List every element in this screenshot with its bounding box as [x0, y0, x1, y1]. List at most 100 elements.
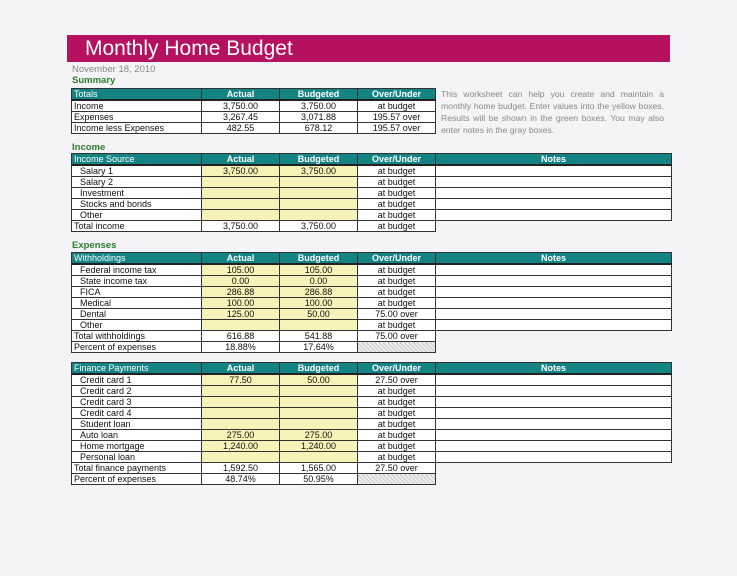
- summary-label: Summary: [72, 75, 116, 86]
- table-row: Salary 1 3,750.00 3,750.00 at budget: [71, 164, 672, 177]
- value-cell: 18.88%: [201, 341, 280, 353]
- notes-cell[interactable]: [435, 308, 672, 320]
- input-cell[interactable]: [279, 396, 358, 408]
- value-cell: at budget: [357, 164, 436, 177]
- notes-cell[interactable]: [435, 286, 672, 298]
- row-label: Expenses: [71, 111, 202, 123]
- table-row: Credit card 1 77.50 50.00 27.50 over: [71, 373, 672, 386]
- input-cell[interactable]: 275.00: [201, 429, 280, 441]
- input-cell[interactable]: [201, 176, 280, 188]
- input-cell[interactable]: 125.00: [201, 308, 280, 320]
- input-cell[interactable]: [279, 176, 358, 188]
- input-cell[interactable]: [201, 418, 280, 430]
- notes-cell[interactable]: [435, 373, 672, 386]
- column-header: Finance Payments: [71, 362, 202, 375]
- input-cell[interactable]: [201, 198, 280, 210]
- input-cell[interactable]: [201, 187, 280, 199]
- input-cell[interactable]: [279, 209, 358, 221]
- input-cell[interactable]: 100.00: [201, 297, 280, 309]
- page-title: Monthly Home Budget: [67, 35, 670, 62]
- input-cell[interactable]: 3,750.00: [279, 164, 358, 177]
- input-cell[interactable]: 286.88: [279, 286, 358, 298]
- input-cell[interactable]: 1,240.00: [201, 440, 280, 452]
- input-cell[interactable]: 0.00: [279, 275, 358, 287]
- header-row: Withholdings Actual Budgeted Over/Under Note…: [71, 252, 672, 265]
- table-row: Salary 2 at budget: [71, 176, 672, 188]
- value-cell: at budget: [357, 209, 436, 221]
- input-cell[interactable]: 286.88: [201, 286, 280, 298]
- input-cell[interactable]: [279, 418, 358, 430]
- notes-cell[interactable]: [435, 198, 672, 210]
- input-cell[interactable]: 105.00: [279, 263, 358, 276]
- table-row: Expenses 3,267.45 3,071.88 195.57 over: [71, 111, 436, 123]
- total-row: Total finance payments 1,592.50 1,565.00 27…: [71, 462, 672, 474]
- input-cell[interactable]: [201, 319, 280, 331]
- input-cell[interactable]: 0.00: [201, 275, 280, 287]
- value-cell: 3,750.00: [279, 220, 358, 232]
- notes-cell[interactable]: [435, 164, 672, 177]
- table-row: Stocks and bonds at budget: [71, 198, 672, 210]
- input-cell[interactable]: 3,750.00: [201, 164, 280, 177]
- input-cell[interactable]: 50.00: [279, 308, 358, 320]
- input-cell[interactable]: [279, 385, 358, 397]
- value-cell: 27.50 over: [357, 462, 436, 474]
- input-cell[interactable]: 105.00: [201, 263, 280, 276]
- column-header: Notes: [435, 362, 672, 375]
- notes-cell[interactable]: [435, 385, 672, 397]
- notes-cell[interactable]: [435, 187, 672, 199]
- finance-table: Finance Payments Actual Budgeted Over/Under…: [71, 362, 672, 485]
- row-label: Medical: [71, 297, 202, 309]
- value-cell: 75.00 over: [357, 330, 436, 342]
- input-cell[interactable]: 1,240.00: [279, 440, 358, 452]
- value-cell: 48.74%: [201, 473, 280, 485]
- input-cell[interactable]: [201, 451, 280, 463]
- total-row: Total withholdings 616.88 541.88 75.00 over: [71, 330, 672, 342]
- value-cell: 195.57 over: [357, 122, 436, 134]
- table-row: Personal loan at budget: [71, 451, 672, 463]
- notes-cell[interactable]: [435, 396, 672, 408]
- row-label: Salary 2: [71, 176, 202, 188]
- row-label: Other: [71, 319, 202, 331]
- row-label: FICA: [71, 286, 202, 298]
- notes-cell[interactable]: [435, 319, 672, 331]
- input-cell[interactable]: [279, 187, 358, 199]
- blank-cell: [357, 341, 436, 353]
- input-cell[interactable]: [201, 407, 280, 419]
- column-header: Actual: [201, 88, 280, 101]
- table-row: Income 3,750.00 3,750.00 at budget: [71, 99, 436, 112]
- row-label: Credit card 1: [71, 373, 202, 386]
- input-cell[interactable]: [201, 396, 280, 408]
- description: This worksheet can help you create and m…: [441, 89, 664, 135]
- input-cell[interactable]: 50.00: [279, 373, 358, 386]
- notes-cell[interactable]: [435, 209, 672, 221]
- notes-cell[interactable]: [435, 176, 672, 188]
- notes-cell[interactable]: [435, 297, 672, 309]
- table-row: Auto loan 275.00 275.00 at budget: [71, 429, 672, 441]
- percent-row: Percent of expenses 48.74% 50.95%: [71, 473, 672, 485]
- notes-cell[interactable]: [435, 418, 672, 430]
- input-cell[interactable]: [201, 385, 280, 397]
- input-cell[interactable]: 275.00: [279, 429, 358, 441]
- column-header: Actual: [201, 252, 280, 265]
- value-cell: 1,565.00: [279, 462, 358, 474]
- notes-cell[interactable]: [435, 440, 672, 452]
- row-label: Credit card 2: [71, 385, 202, 397]
- row-label: Stocks and bonds: [71, 198, 202, 210]
- value-cell: 482.55: [201, 122, 280, 134]
- notes-cell[interactable]: [435, 451, 672, 463]
- notes-cell[interactable]: [435, 263, 672, 276]
- column-header: Income Source: [71, 153, 202, 166]
- notes-cell[interactable]: [435, 407, 672, 419]
- notes-cell[interactable]: [435, 275, 672, 287]
- input-cell[interactable]: 77.50: [201, 373, 280, 386]
- input-cell[interactable]: [279, 407, 358, 419]
- column-header: Budgeted: [279, 153, 358, 166]
- input-cell[interactable]: [279, 451, 358, 463]
- row-label: Percent of expenses: [71, 341, 202, 353]
- notes-cell[interactable]: [435, 429, 672, 441]
- blank-cell: [357, 473, 436, 485]
- input-cell[interactable]: 100.00: [279, 297, 358, 309]
- input-cell[interactable]: [201, 209, 280, 221]
- input-cell[interactable]: [279, 319, 358, 331]
- input-cell[interactable]: [279, 198, 358, 210]
